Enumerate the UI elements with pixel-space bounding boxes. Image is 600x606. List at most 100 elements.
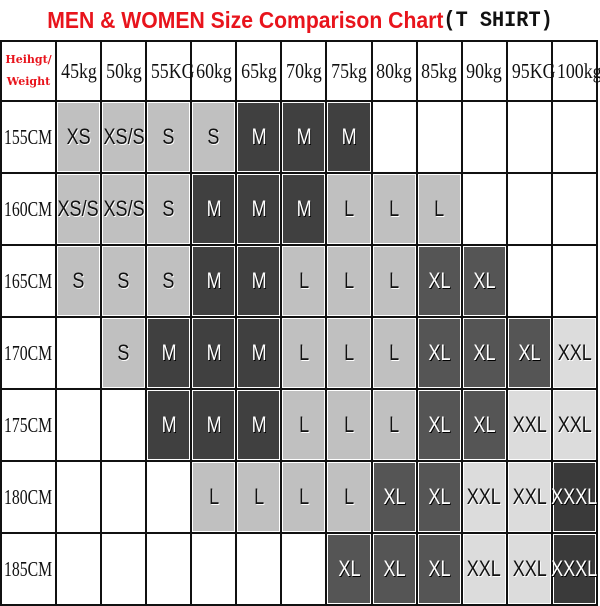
empty-cell <box>460 172 508 246</box>
size-cell: XL <box>325 532 373 606</box>
weight-header-label: 95KG <box>511 58 556 83</box>
empty-cell <box>54 316 103 390</box>
size-cell: L <box>280 388 328 462</box>
height-label: 175CM <box>4 412 53 437</box>
size-label: XS/S <box>57 196 100 221</box>
size-cell: L <box>370 316 418 390</box>
size-cell: M <box>190 388 238 462</box>
size-label: XXXL <box>551 484 598 509</box>
size-cell: XL <box>415 460 463 534</box>
size-cell: XL <box>370 532 418 606</box>
table-row: 180CM L L L L XL XL XXL XXL XXXL <box>0 460 599 534</box>
size-cell: XS/S <box>100 100 148 174</box>
height-label-cell: 180CM <box>0 460 57 534</box>
size-cell: M <box>325 100 373 174</box>
size-cell: XL <box>415 388 463 462</box>
height-label-cell: 155CM <box>0 100 57 174</box>
size-label: XXL <box>467 484 502 509</box>
chart-title-suffix: (T SHIRT) <box>443 7 553 33</box>
size-cell: XL <box>505 316 553 390</box>
size-cell: XXXL <box>550 532 599 606</box>
table-row: 165CM S S S M M L L L XL XL <box>0 244 599 318</box>
empty-cell <box>190 532 238 606</box>
size-cell: M <box>235 172 283 246</box>
height-label: 180CM <box>4 484 53 509</box>
size-cell: L <box>325 244 373 318</box>
size-cell: S <box>145 100 193 174</box>
weight-header: 75kg <box>325 40 373 102</box>
size-label: M <box>206 340 222 365</box>
size-cell: L <box>280 316 328 390</box>
weight-header: 60kg <box>190 40 238 102</box>
weight-header: 80kg <box>370 40 418 102</box>
size-label: XL <box>383 556 406 581</box>
weight-header-label: 85kg <box>421 58 458 83</box>
weight-header-label: 50kg <box>105 58 142 83</box>
size-label: XS/S <box>103 124 145 149</box>
size-label: XXL <box>512 412 547 437</box>
size-label: L <box>208 484 219 509</box>
height-label: 155CM <box>4 124 53 149</box>
empty-cell <box>54 460 103 534</box>
weight-header: 95KG <box>505 40 555 102</box>
corner-label: Heihgt/Weight <box>0 40 57 102</box>
size-label: L <box>298 268 309 293</box>
size-label: S <box>117 268 130 293</box>
weight-header: 90kg <box>460 40 508 102</box>
size-label: XL <box>428 556 451 581</box>
weight-header: 70kg <box>280 40 328 102</box>
size-label: M <box>296 196 312 221</box>
height-label-cell: 185CM <box>0 532 57 606</box>
empty-cell <box>370 100 418 174</box>
size-cell: XL <box>460 244 508 318</box>
size-label: S <box>162 124 175 149</box>
size-cell: XS/S <box>100 172 148 246</box>
empty-cell <box>460 100 508 174</box>
size-label: XXL <box>557 340 592 365</box>
size-label: XXL <box>557 412 592 437</box>
size-cell: XL <box>370 460 418 534</box>
size-cell: L <box>325 172 373 246</box>
empty-cell <box>280 532 328 606</box>
size-label: M <box>251 340 267 365</box>
weight-header: 85kg <box>415 40 463 102</box>
size-cell: M <box>145 316 193 390</box>
height-label: 165CM <box>4 268 53 293</box>
size-label: L <box>389 268 400 293</box>
size-label: L <box>343 412 355 437</box>
size-label: M <box>251 268 267 293</box>
size-label: L <box>253 484 264 509</box>
size-label: XL <box>428 484 451 509</box>
size-cell: XXL <box>505 532 553 606</box>
weight-header: 50kg <box>100 40 148 102</box>
table-row: 185CM XL XL XL XXL XXL XXXL <box>0 532 599 606</box>
weight-header-label: 80kg <box>376 58 412 83</box>
size-label: M <box>341 124 357 149</box>
size-label: XL <box>518 340 541 365</box>
size-cell: M <box>235 244 283 318</box>
empty-cell <box>550 172 599 246</box>
table-row: 160CM XS/S XS/S S M M M L L L <box>0 172 599 246</box>
size-cell: M <box>280 100 328 174</box>
size-cell: M <box>235 316 283 390</box>
weight-header-label: 70kg <box>286 58 322 83</box>
size-label: L <box>389 340 400 365</box>
empty-cell <box>550 244 599 318</box>
height-label: 170CM <box>4 340 53 365</box>
size-cell: L <box>190 460 238 534</box>
height-label: 160CM <box>4 196 53 221</box>
size-label: L <box>343 268 355 293</box>
size-cell: XS/S <box>54 172 103 246</box>
size-cell: L <box>280 244 328 318</box>
size-label: XS <box>66 124 91 149</box>
size-label: L <box>298 412 309 437</box>
size-label: L <box>343 196 355 221</box>
size-label: XL <box>337 556 361 581</box>
size-table: Heihgt/Weight 45kg 50kg 55KG 60kg 65kg 70kg 75k… <box>0 40 600 606</box>
empty-cell <box>54 388 103 462</box>
empty-cell <box>145 460 193 534</box>
table-row: 155CM XS XS/S S S M M M <box>0 100 599 174</box>
size-cell: XS <box>54 100 103 174</box>
size-cell: S <box>190 100 238 174</box>
corner-line-2: Weight <box>6 75 51 88</box>
